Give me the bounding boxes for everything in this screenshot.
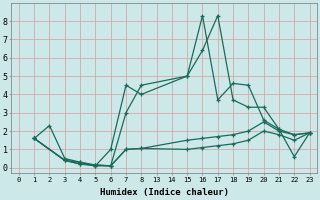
X-axis label: Humidex (Indice chaleur): Humidex (Indice chaleur) (100, 188, 229, 197)
